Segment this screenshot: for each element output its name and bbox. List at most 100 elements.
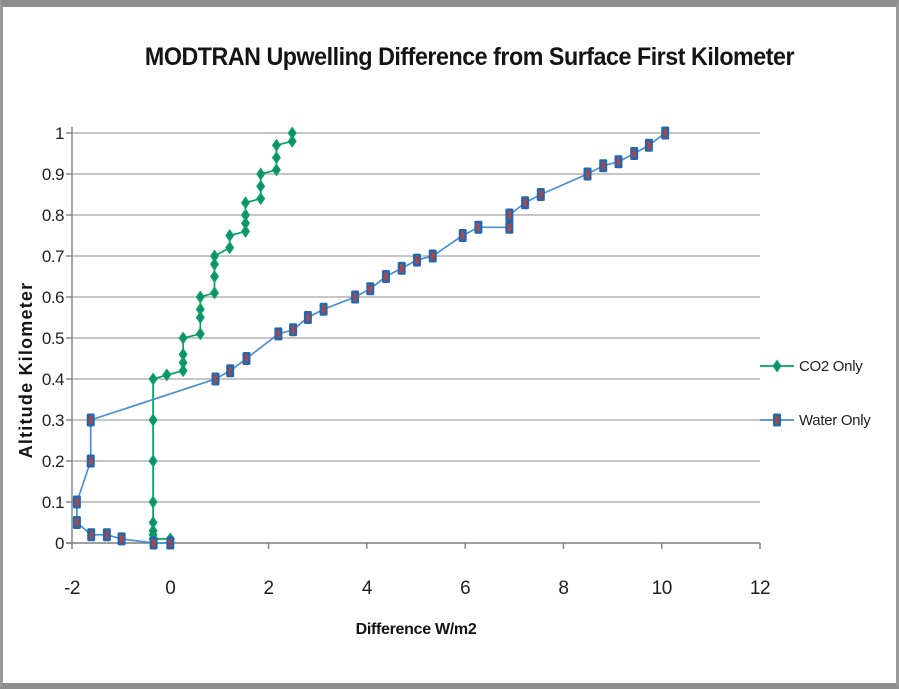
y-tick-label: 0.1 bbox=[42, 493, 64, 512]
diamond-marker-center bbox=[258, 170, 263, 178]
square-marker-center bbox=[585, 170, 590, 178]
square-marker-center bbox=[306, 313, 310, 322]
y-tick-label: 0.8 bbox=[42, 206, 64, 225]
square-marker-center bbox=[120, 534, 124, 543]
x-tick-label: 12 bbox=[750, 578, 770, 599]
y-tick-label: 0.3 bbox=[42, 411, 64, 430]
diamond-marker-center bbox=[150, 527, 156, 534]
legend-label-co2-only: CO2 Only bbox=[799, 357, 863, 375]
square-marker-center bbox=[647, 141, 651, 150]
series-line bbox=[76, 132, 666, 544]
y-axis-title: Altitude Kilometer bbox=[16, 281, 36, 459]
square-marker-center bbox=[168, 539, 172, 547]
diamond-marker-center bbox=[290, 138, 295, 145]
x-tick-label: 0 bbox=[165, 578, 175, 599]
diamond-marker-center bbox=[227, 232, 232, 239]
diamond-marker-center bbox=[243, 220, 248, 227]
x-tick-label: 4 bbox=[362, 578, 373, 599]
y-tick-label: 0.9 bbox=[42, 165, 64, 184]
x-tick-label: 10 bbox=[652, 578, 672, 599]
plot-area[interactable]: 0 0.1 0.2 0.3 0.4 0.5 0.6 0.7 0.8 0.9 1 -2 0 2 4 6 8 10 12 bbox=[3, 7, 896, 683]
square-marker-center bbox=[507, 211, 511, 219]
diamond-marker-center bbox=[212, 252, 217, 260]
water-series-swatch-icon bbox=[760, 413, 794, 427]
square-marker-center bbox=[368, 284, 372, 293]
x-tick-label: 2 bbox=[264, 578, 274, 599]
square-marker-center bbox=[539, 190, 543, 199]
diamond-marker-center bbox=[274, 142, 279, 149]
legend-item-water-only[interactable]: Water Only bbox=[760, 410, 871, 430]
diamond-marker-center bbox=[198, 330, 203, 338]
diamond-marker-center bbox=[258, 183, 263, 190]
diamond-marker-center bbox=[243, 228, 248, 235]
diamond-marker-center bbox=[274, 166, 279, 174]
square-marker-center bbox=[616, 157, 621, 166]
diamond-marker-center bbox=[243, 211, 248, 219]
series-water-only[interactable] bbox=[72, 126, 670, 550]
legend-item-co2-only[interactable]: CO2 Only bbox=[760, 356, 863, 376]
square-marker-center bbox=[152, 539, 156, 547]
square-marker-center bbox=[291, 325, 295, 334]
square-marker-center bbox=[632, 149, 636, 158]
square-marker-center bbox=[322, 305, 326, 314]
square-marker-center bbox=[89, 457, 93, 465]
square-marker-center bbox=[244, 354, 249, 363]
diamond-marker-center bbox=[180, 367, 186, 374]
diamond-marker-center bbox=[150, 416, 156, 424]
diamond-marker-center bbox=[164, 371, 169, 379]
chart-title: MODTRAN Upwelling Difference from Surfac… bbox=[144, 43, 795, 71]
square-marker-center bbox=[507, 223, 511, 232]
diamond-marker-center bbox=[212, 261, 217, 268]
legend-label-water-only: Water Only bbox=[799, 411, 871, 429]
square-marker-center bbox=[105, 530, 109, 539]
y-tick-label: 1 bbox=[55, 124, 64, 143]
square-marker-center bbox=[775, 416, 779, 424]
square-marker-center bbox=[89, 416, 93, 424]
square-marker-center bbox=[431, 252, 435, 260]
square-marker-center bbox=[384, 272, 388, 281]
square-marker-center bbox=[75, 518, 79, 527]
diamond-marker-center bbox=[258, 195, 263, 202]
x-axis-title: Difference W/m2 bbox=[355, 621, 477, 638]
square-marker-center bbox=[476, 223, 480, 232]
diamond-marker-center bbox=[198, 306, 203, 313]
square-marker-center bbox=[276, 329, 280, 338]
diamond-marker-center bbox=[774, 362, 780, 370]
x-tick-label: 6 bbox=[460, 578, 470, 599]
diamond-marker-center bbox=[150, 519, 156, 526]
y-tick-label: 0.4 bbox=[42, 370, 64, 389]
square-marker-center bbox=[523, 198, 527, 207]
diamond-marker-center bbox=[198, 314, 203, 321]
square-marker-center bbox=[213, 375, 218, 383]
y-tick-label: 0.2 bbox=[42, 452, 64, 471]
diamond-marker-center bbox=[198, 293, 203, 301]
x-tick-label: -2 bbox=[64, 578, 80, 599]
square-marker-center bbox=[75, 498, 79, 506]
square-marker-center bbox=[461, 231, 465, 240]
diamond-marker-center bbox=[212, 289, 217, 297]
square-marker-center bbox=[400, 264, 404, 273]
square-marker-center bbox=[89, 530, 93, 539]
y-tick-label: 0.5 bbox=[42, 329, 64, 348]
diamond-marker-center bbox=[150, 375, 156, 383]
square-marker-center bbox=[415, 256, 419, 265]
diamond-marker-center bbox=[212, 273, 217, 280]
square-marker-center bbox=[601, 161, 605, 170]
square-marker-center bbox=[353, 293, 357, 301]
series-line bbox=[152, 133, 294, 540]
diamond-marker-center bbox=[243, 199, 248, 206]
co2-series-swatch-icon bbox=[760, 359, 794, 373]
diamond-marker-center bbox=[150, 498, 156, 506]
y-tick-label: 0.7 bbox=[42, 247, 64, 266]
diamond-marker-center bbox=[150, 457, 156, 465]
y-tick-label: 0 bbox=[55, 534, 64, 553]
y-tick-label: 0.6 bbox=[42, 288, 64, 307]
diamond-marker-center bbox=[180, 359, 186, 366]
square-marker-center bbox=[663, 129, 667, 137]
diamond-marker-center bbox=[180, 351, 186, 358]
diamond-marker-center bbox=[180, 334, 186, 342]
diamond-marker-center bbox=[274, 154, 279, 161]
x-tick-label: 8 bbox=[558, 578, 568, 599]
square-marker-center bbox=[228, 366, 232, 375]
